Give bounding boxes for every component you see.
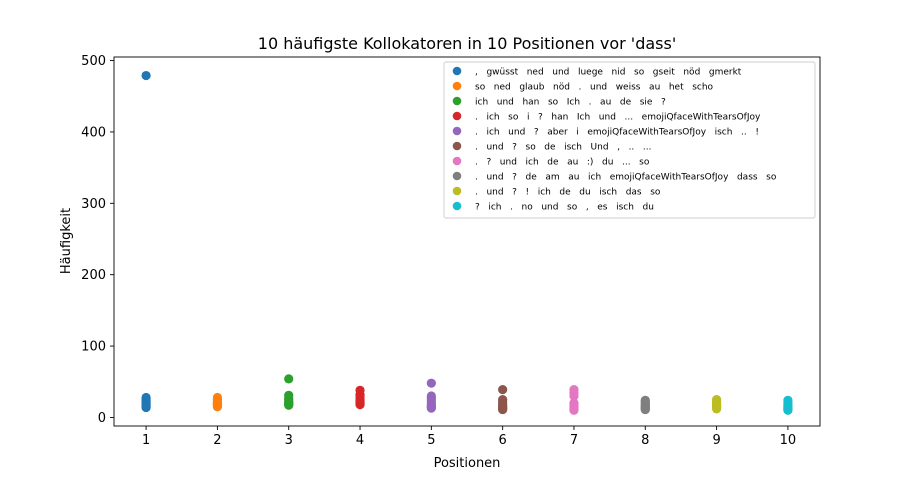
- legend-marker: [452, 186, 462, 196]
- y-tick-label: 0: [98, 411, 106, 426]
- data-points: [141, 70, 793, 415]
- x-tick-label: 10: [780, 433, 797, 448]
- data-point: [426, 378, 436, 388]
- data-point: [141, 70, 151, 81]
- data-point: [498, 384, 508, 395]
- legend-label: ich und han so Ich . au de sie ?: [475, 98, 666, 108]
- y-tick-label: 300: [81, 197, 106, 212]
- y-tick-label: 400: [81, 125, 106, 140]
- legend-marker: [452, 126, 462, 136]
- legend-label: so ned glaub nöd . und weiss au het scho: [475, 83, 714, 93]
- data-point: [284, 374, 294, 384]
- legend-label: . ich und ? aber i emojiQfaceWithTearsOf…: [475, 128, 759, 138]
- x-tick-label: 4: [356, 433, 364, 448]
- legend-label: . und ? ! ich de du isch das so: [475, 188, 661, 198]
- legend-label: ? ich . no und so , es isch du: [475, 203, 654, 213]
- legend-marker: [452, 66, 462, 76]
- legend-label: . und ? so de isch Und , .. ...: [475, 143, 651, 153]
- legend-marker: [452, 81, 462, 91]
- data-point: [569, 391, 579, 401]
- legend-label: , gwüsst ned und luege nid so gseit nöd …: [475, 68, 742, 78]
- legend: , gwüsst ned und luege nid so gseit nöd …: [443, 61, 816, 219]
- legend-marker: [452, 171, 462, 181]
- legend-marker: [452, 201, 462, 211]
- data-point: [141, 402, 151, 413]
- legend-marker: [452, 96, 462, 106]
- x-tick-label: 6: [499, 433, 507, 448]
- x-tick-label: 5: [427, 433, 435, 448]
- data-point: [284, 400, 294, 410]
- x-tick-label: 9: [712, 433, 720, 448]
- data-point: [355, 399, 365, 410]
- data-point: [711, 404, 722, 414]
- legend-label: . ich so i ? han Ich und ... emojiQfaceW…: [475, 113, 761, 123]
- x-tick-label: 7: [570, 433, 578, 448]
- legend-label: . ? und ich de au :) du ... so: [475, 158, 650, 168]
- x-tick-label: 8: [641, 433, 649, 448]
- y-tick-label: 200: [81, 268, 106, 283]
- legend-marker: [452, 111, 462, 121]
- y-axis-label: Häufigkeit: [59, 208, 74, 274]
- x-tick-label: 2: [213, 433, 221, 448]
- legend-box: [443, 61, 816, 219]
- data-point: [498, 404, 508, 415]
- data-point: [569, 405, 579, 415]
- data-point: [212, 402, 223, 412]
- legend-marker: [452, 156, 462, 166]
- legend-marker: [452, 141, 462, 151]
- x-tick-label: 1: [142, 433, 150, 448]
- chart-title: 10 häufigste Kollokatoren in 10 Position…: [258, 34, 676, 53]
- data-point: [426, 403, 436, 413]
- y-tick-label: 500: [81, 54, 106, 69]
- legend-label: . und ? de am au ich emojiQfaceWithTears…: [475, 173, 777, 183]
- x-tick-label: 3: [285, 433, 293, 448]
- x-axis-label: Positionen: [434, 456, 501, 471]
- plot-frame: [113, 56, 821, 427]
- data-point: [783, 405, 793, 415]
- y-tick-label: 100: [81, 340, 106, 355]
- data-point: [640, 404, 650, 415]
